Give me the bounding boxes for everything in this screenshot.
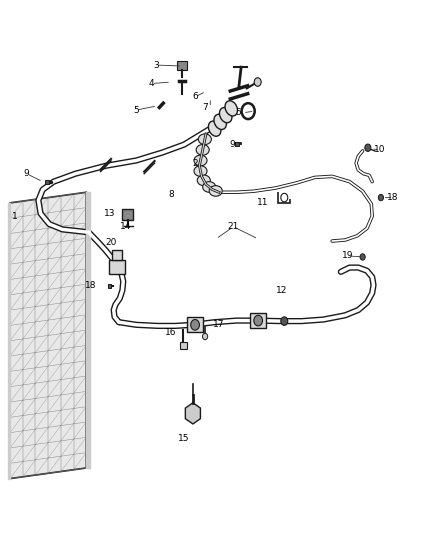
Ellipse shape: [208, 121, 221, 136]
Circle shape: [202, 333, 208, 340]
Circle shape: [281, 317, 288, 325]
Text: 15: 15: [177, 434, 189, 443]
Text: 9: 9: [24, 169, 29, 178]
Bar: [112, 250, 122, 260]
Text: 1: 1: [11, 212, 18, 221]
Text: 12: 12: [276, 286, 288, 295]
Bar: [187, 317, 203, 332]
Text: 6: 6: [192, 92, 198, 101]
Circle shape: [191, 319, 199, 330]
Text: 20: 20: [106, 238, 117, 247]
Ellipse shape: [198, 134, 212, 144]
Bar: [122, 209, 133, 220]
Ellipse shape: [209, 185, 222, 196]
Text: 17: 17: [213, 320, 225, 329]
Bar: [235, 142, 240, 146]
Text: 18: 18: [85, 280, 96, 289]
Bar: [177, 61, 187, 70]
Bar: [251, 313, 266, 328]
Text: 2: 2: [192, 159, 198, 167]
Ellipse shape: [196, 144, 209, 155]
Bar: [108, 284, 111, 288]
Text: 11: 11: [257, 198, 268, 207]
Text: 13: 13: [104, 209, 116, 218]
Polygon shape: [10, 192, 86, 479]
Circle shape: [254, 78, 261, 86]
Text: 4: 4: [149, 79, 154, 88]
Text: 14: 14: [120, 222, 131, 231]
Text: 5: 5: [236, 108, 241, 117]
Circle shape: [378, 195, 384, 201]
Text: 3: 3: [153, 61, 159, 69]
Text: 5: 5: [134, 106, 139, 115]
Ellipse shape: [197, 175, 210, 185]
Text: 10: 10: [374, 146, 386, 155]
Circle shape: [365, 144, 371, 151]
Ellipse shape: [203, 182, 216, 192]
Circle shape: [254, 316, 262, 326]
Ellipse shape: [194, 155, 207, 166]
Text: 9: 9: [229, 140, 235, 149]
Text: 19: 19: [342, 252, 353, 261]
Text: 7: 7: [202, 103, 208, 112]
Bar: [180, 342, 187, 349]
Bar: [45, 180, 49, 184]
Text: 16: 16: [166, 328, 177, 337]
Ellipse shape: [214, 114, 226, 130]
Ellipse shape: [219, 108, 232, 123]
Ellipse shape: [225, 101, 237, 116]
Text: 21: 21: [228, 222, 239, 231]
Text: 18: 18: [387, 193, 399, 202]
Text: 8: 8: [168, 190, 174, 199]
Bar: [109, 260, 124, 274]
Circle shape: [360, 254, 365, 260]
Ellipse shape: [194, 166, 207, 176]
